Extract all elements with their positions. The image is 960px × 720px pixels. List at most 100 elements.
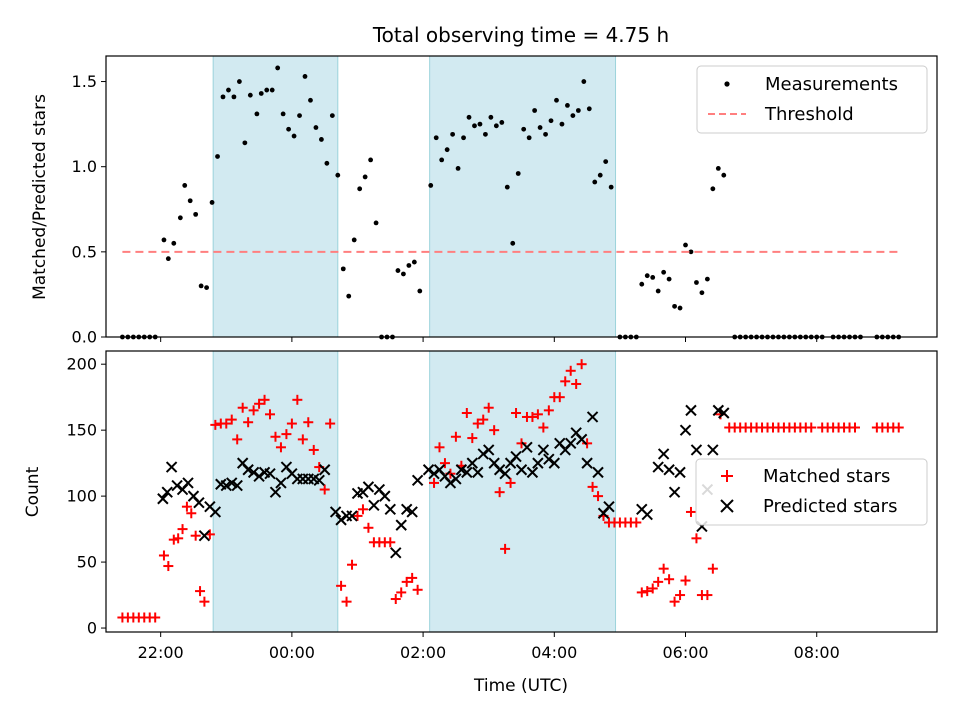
measurement-point — [319, 137, 324, 142]
predicted-stars-point — [526, 466, 539, 479]
measurement-point — [161, 237, 167, 243]
measurement-point — [644, 273, 650, 279]
measurement-point — [231, 94, 237, 100]
measurement-point — [254, 111, 260, 117]
matched-stars-point — [675, 590, 686, 601]
matched-stars-point — [325, 418, 336, 429]
top-y-axis-label: Matched/Predicted stars — [30, 94, 50, 300]
predicted-stars-point — [384, 503, 396, 516]
predicted-stars-point — [335, 514, 347, 526]
predicted-stars-point — [641, 508, 653, 521]
measurement-point — [537, 125, 543, 130]
predicted-stars-point — [477, 448, 489, 460]
matched-stars-point — [401, 576, 412, 587]
matched-stars-point — [286, 418, 297, 429]
predicted-stars-point — [510, 450, 522, 463]
matched-stars-point — [653, 576, 664, 587]
matched-stars-point — [265, 409, 276, 420]
predicted-stars-point — [220, 479, 232, 492]
measurement-point — [715, 166, 721, 171]
matched-stars-point — [494, 487, 505, 498]
measurement-point — [346, 293, 352, 299]
measurement-point — [677, 305, 683, 311]
matched-stars-point — [385, 537, 396, 548]
matched-stars-point — [582, 438, 593, 449]
matched-stars-point — [467, 433, 478, 444]
measurement-point — [226, 87, 231, 93]
matched-stars-point — [186, 508, 197, 519]
predicted-stars-point — [182, 477, 194, 489]
bottom-y-axis-label: Count — [23, 466, 43, 517]
measurement-point — [269, 87, 275, 93]
legend-matched-label: Matched stars — [763, 466, 890, 487]
matched-stars-point — [505, 477, 516, 488]
measurement-point — [242, 140, 248, 146]
matched-stars-point — [248, 405, 259, 416]
measurement-point — [351, 237, 357, 243]
measurement-point — [683, 242, 688, 248]
predicted-stars-point — [171, 479, 183, 492]
predicted-stars-point — [564, 437, 577, 450]
predicted-stars-point — [209, 506, 222, 518]
y-tick-label: 200 — [66, 355, 97, 374]
matched-stars-point — [472, 418, 483, 429]
bottom-legend-box — [695, 458, 928, 526]
matched-stars-point — [691, 533, 702, 544]
predicted-stars-point — [406, 506, 418, 518]
predicted-stars-point — [428, 467, 440, 480]
top-y-ticks: 0.0 0.5 1.0 1.5 — [72, 72, 106, 347]
measurement-point — [193, 211, 199, 217]
y-tick-label: 50 — [77, 553, 97, 572]
measurement-point — [694, 280, 699, 285]
matched-stars-point — [685, 506, 696, 517]
measurement-point — [650, 274, 656, 280]
x-tick-label: 02:00 — [400, 643, 446, 662]
measurement-point — [597, 172, 603, 178]
measurement-point — [510, 240, 516, 246]
measurement-point — [291, 133, 297, 139]
measurement-point — [666, 276, 672, 282]
bottom-axes-frame — [105, 350, 938, 633]
matched-stars-point — [565, 365, 576, 376]
measurement-point — [182, 183, 188, 188]
predicted-stars-point — [515, 464, 528, 476]
measurement-point — [472, 123, 477, 129]
predicted-stars-point — [592, 466, 604, 479]
matched-stars-point — [560, 376, 571, 387]
matched-stars-point — [849, 422, 860, 433]
predicted-stars-point — [362, 481, 375, 493]
predicted-stars-point — [247, 466, 260, 479]
matched-stars-point — [336, 580, 347, 591]
measurement-point — [455, 166, 461, 171]
measurement-point — [570, 113, 576, 119]
measurement-point — [466, 114, 472, 120]
predicted-stars-point — [161, 486, 173, 498]
predicted-stars-point — [379, 490, 391, 502]
measurement-point — [483, 131, 488, 137]
y-tick-label: 0 — [87, 619, 97, 638]
matched-stars-point — [461, 408, 472, 419]
matched-stars-point — [587, 481, 598, 492]
matched-stars-point — [173, 533, 184, 544]
matched-stars-point — [195, 586, 206, 597]
measurement-point — [655, 288, 661, 294]
matched-stars-point — [407, 572, 418, 583]
measurement-point — [450, 131, 456, 137]
measurement-point — [428, 183, 434, 188]
measurement-point — [592, 179, 598, 185]
matched-stars-point — [538, 422, 549, 433]
matched-stars-point — [527, 411, 538, 422]
measurement-point — [608, 184, 614, 190]
matched-stars-point — [352, 510, 363, 521]
measurement-point — [302, 74, 308, 79]
predicted-stars-point — [521, 441, 533, 454]
predicted-stars-point — [340, 510, 353, 522]
measurement-point — [362, 174, 368, 180]
predicted-stars-point — [668, 486, 681, 498]
matched-stars-point — [571, 378, 582, 389]
predicted-stars-point — [663, 464, 675, 476]
measurement-point — [559, 121, 565, 127]
matched-stars-point — [232, 434, 243, 445]
shaded-interval-1 — [429, 350, 617, 633]
matched-stars-point — [554, 392, 565, 403]
